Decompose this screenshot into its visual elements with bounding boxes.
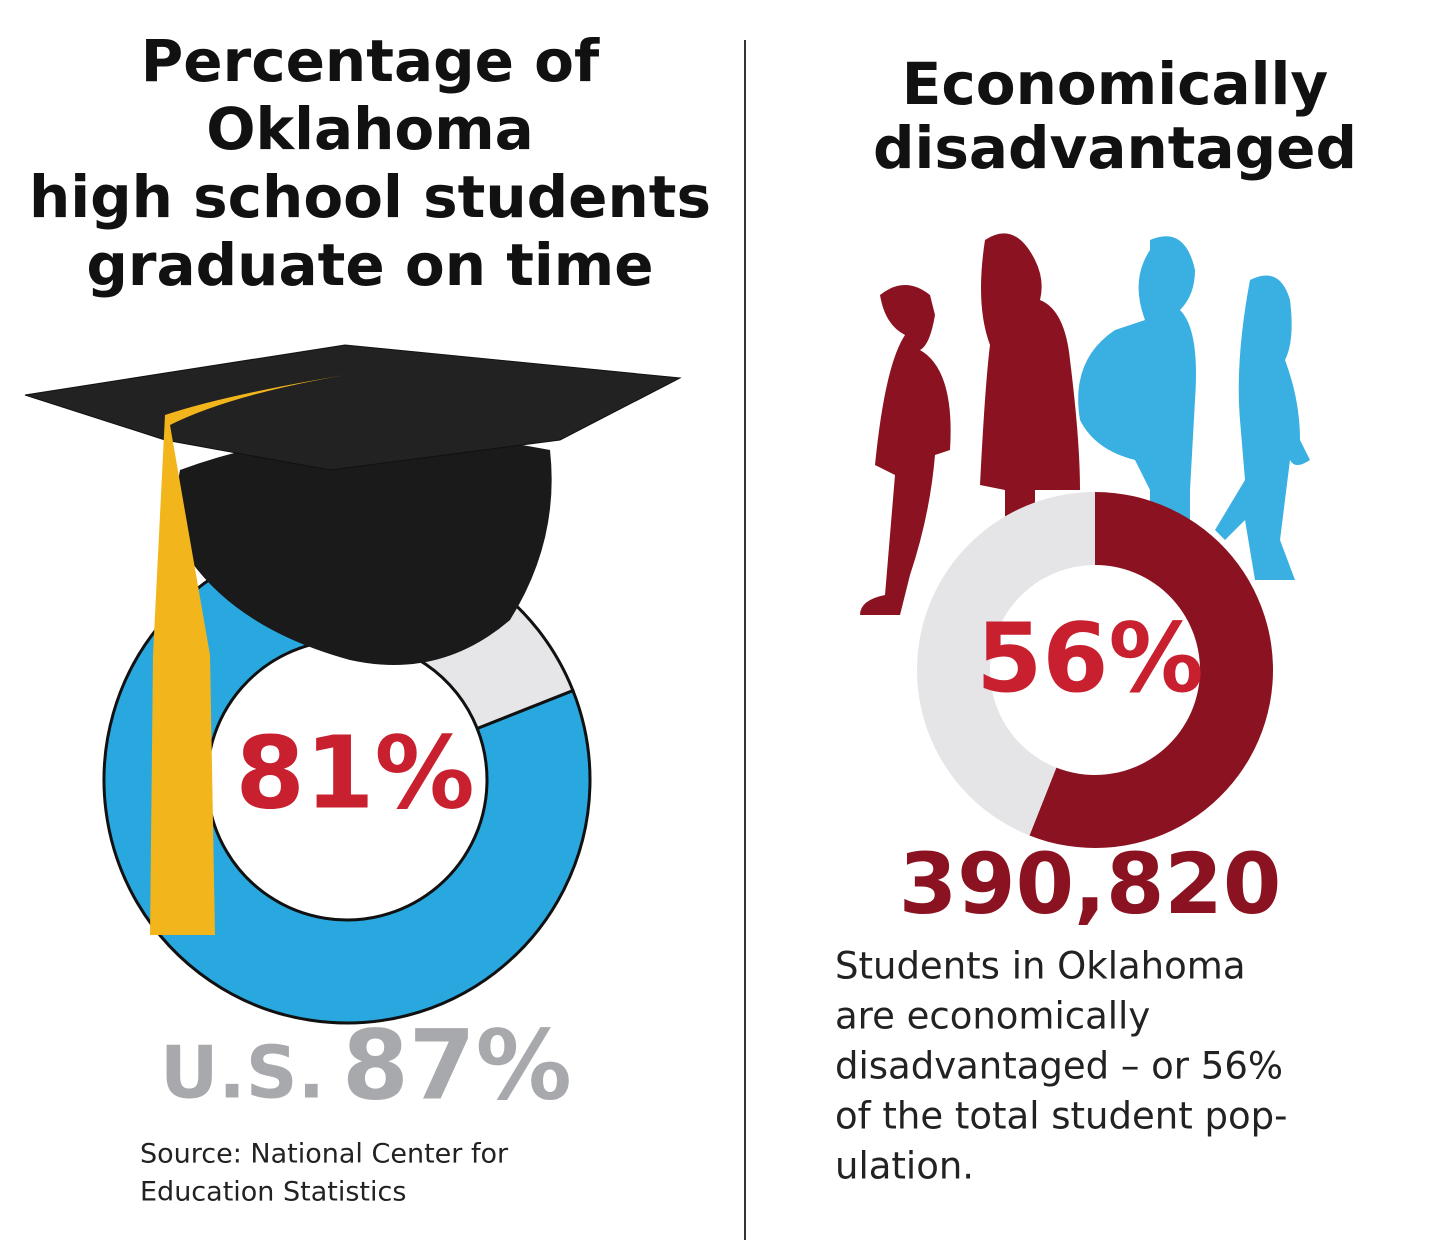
silhouettes — [860, 233, 1310, 615]
student-silhouette — [1215, 275, 1310, 580]
chart-title: Economically — [902, 50, 1328, 118]
child-silhouette — [860, 285, 951, 615]
graduation-cap — [24, 344, 682, 935]
chart-title: graduate on time — [86, 231, 653, 299]
chart-title: Percentage of — [141, 27, 600, 95]
count-label: 390,820 — [899, 835, 1282, 933]
source: Education Statistics — [140, 1177, 406, 1208]
chart-title: Oklahoma — [206, 95, 534, 163]
chart-title: high school students — [29, 163, 711, 231]
description: of the total student pop- — [835, 1095, 1287, 1138]
comparison-label: U.S. — [160, 1031, 325, 1115]
value-label: 56% — [976, 604, 1203, 714]
cap-crown — [176, 434, 552, 665]
donut-segment — [917, 492, 1095, 836]
tassel — [150, 375, 345, 935]
description: Students in Oklahoma — [835, 945, 1246, 988]
value-label: 81% — [235, 714, 474, 831]
source: Source: National Center for — [140, 1139, 509, 1170]
girl-silhouette — [980, 233, 1080, 551]
description: are economically — [835, 995, 1150, 1038]
donuts — [102, 492, 1274, 1025]
description: disadvantaged – or 56% — [835, 1045, 1283, 1088]
comparison-value: 87% — [342, 1009, 572, 1121]
chart-title: disadvantaged — [873, 114, 1357, 182]
donut-segment — [1029, 492, 1274, 848]
teen-silhouette — [1078, 236, 1196, 580]
decoration — [860, 233, 1310, 615]
description: ulation. — [835, 1145, 974, 1188]
